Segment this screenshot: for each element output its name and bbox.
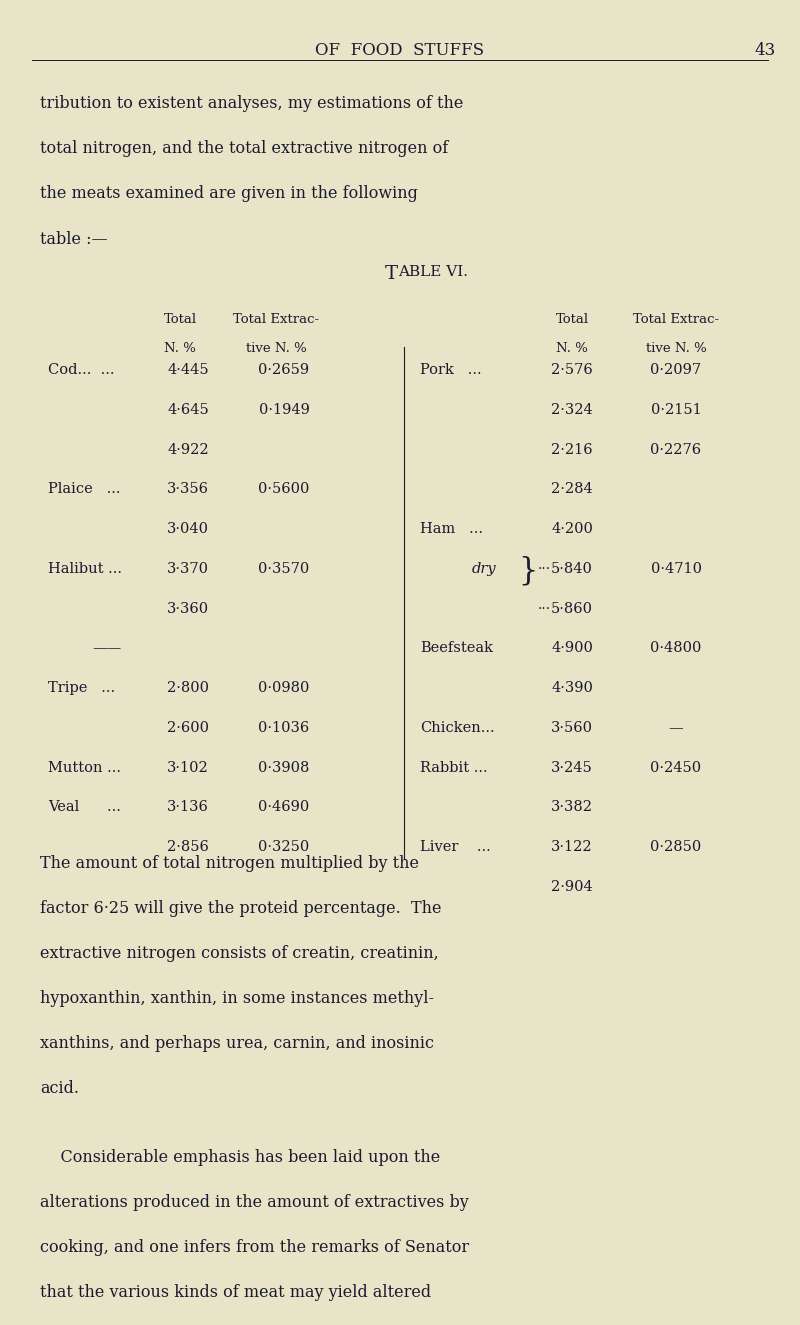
- Text: that the various kinds of meat may yield altered: that the various kinds of meat may yield…: [40, 1284, 431, 1301]
- Text: Liver    ...: Liver ...: [420, 840, 490, 855]
- Text: 5·860: 5·860: [551, 602, 593, 616]
- Text: T: T: [385, 265, 398, 284]
- Text: 0·2659: 0·2659: [258, 363, 310, 378]
- Text: total nitrogen, and the total extractive nitrogen of: total nitrogen, and the total extractive…: [40, 140, 448, 158]
- Text: 2·324: 2·324: [551, 403, 593, 417]
- Text: 3·382: 3·382: [551, 800, 593, 815]
- Text: 0·2276: 0·2276: [650, 443, 702, 457]
- Text: 3·122: 3·122: [551, 840, 593, 855]
- Text: Pork   ...: Pork ...: [420, 363, 482, 378]
- Text: 4·900: 4·900: [551, 641, 593, 656]
- Text: Mutton ...: Mutton ...: [48, 761, 121, 775]
- Text: Rabbit ...: Rabbit ...: [420, 761, 488, 775]
- Text: 2·800: 2·800: [167, 681, 209, 696]
- Text: Chicken...: Chicken...: [420, 721, 494, 735]
- Text: 0·2450: 0·2450: [650, 761, 702, 775]
- Text: 0·2850: 0·2850: [650, 840, 702, 855]
- Text: 2·904: 2·904: [551, 880, 593, 894]
- Text: dry: dry: [472, 562, 497, 576]
- Text: Beefsteak: Beefsteak: [420, 641, 493, 656]
- Text: 3·102: 3·102: [167, 761, 209, 775]
- Text: ——: ——: [92, 641, 122, 656]
- Text: cooking, and one infers from the remarks of Senator: cooking, and one infers from the remarks…: [40, 1239, 469, 1256]
- Text: 0·4710: 0·4710: [650, 562, 702, 576]
- Text: 4·200: 4·200: [551, 522, 593, 537]
- Text: ABLE VI.: ABLE VI.: [398, 265, 467, 280]
- Text: Total Extrac-: Total Extrac-: [233, 313, 319, 326]
- Text: Total: Total: [163, 313, 197, 326]
- Text: 3·040: 3·040: [167, 522, 209, 537]
- Text: alterations produced in the amount of extractives by: alterations produced in the amount of ex…: [40, 1194, 469, 1211]
- Text: tive N. %: tive N. %: [646, 342, 706, 355]
- Text: OF  FOOD  STUFFS: OF FOOD STUFFS: [315, 41, 485, 58]
- Text: The amount of total nitrogen multiplied by the: The amount of total nitrogen multiplied …: [40, 855, 419, 872]
- Text: Ham   ...: Ham ...: [420, 522, 483, 537]
- Text: 3·136: 3·136: [167, 800, 209, 815]
- Text: 0·2097: 0·2097: [650, 363, 702, 378]
- Text: 0·1036: 0·1036: [258, 721, 310, 735]
- Text: xanthins, and perhaps urea, carnin, and inosinic: xanthins, and perhaps urea, carnin, and …: [40, 1035, 434, 1052]
- Text: 2·600: 2·600: [167, 721, 209, 735]
- Text: 5·840: 5·840: [551, 562, 593, 576]
- Text: the meats examined are given in the following: the meats examined are given in the foll…: [40, 186, 418, 203]
- Text: hypoxanthin, xanthin, in some instances methyl-: hypoxanthin, xanthin, in some instances …: [40, 990, 434, 1007]
- Text: extractive nitrogen consists of creatin, creatinin,: extractive nitrogen consists of creatin,…: [40, 945, 438, 962]
- Text: 43: 43: [754, 41, 776, 58]
- Text: 4·645: 4·645: [167, 403, 209, 417]
- Text: 0·5600: 0·5600: [258, 482, 310, 497]
- Text: 0·1949: 0·1949: [258, 403, 310, 417]
- Text: N. %: N. %: [164, 342, 196, 355]
- Text: 0·2151: 0·2151: [650, 403, 702, 417]
- Text: 3·360: 3·360: [167, 602, 209, 616]
- Text: Plaice   ...: Plaice ...: [48, 482, 121, 497]
- Text: ···: ···: [538, 602, 550, 616]
- Text: factor 6·25 will give the proteid percentage.  The: factor 6·25 will give the proteid percen…: [40, 900, 442, 917]
- Text: Total: Total: [555, 313, 589, 326]
- Text: Total Extrac-: Total Extrac-: [633, 313, 719, 326]
- Text: 2·856: 2·856: [167, 840, 209, 855]
- Text: Tripe   ...: Tripe ...: [48, 681, 115, 696]
- Text: 3·370: 3·370: [167, 562, 209, 576]
- Text: }: }: [518, 555, 538, 586]
- Text: tribution to existent analyses, my estimations of the: tribution to existent analyses, my estim…: [40, 95, 463, 113]
- Text: Cod...  ...: Cod... ...: [48, 363, 114, 378]
- Text: acid.: acid.: [40, 1080, 79, 1097]
- Text: ···: ···: [538, 562, 550, 576]
- Text: 4·390: 4·390: [551, 681, 593, 696]
- Text: 2·576: 2·576: [551, 363, 593, 378]
- Text: 0·0980: 0·0980: [258, 681, 310, 696]
- Text: Halibut ...: Halibut ...: [48, 562, 122, 576]
- Text: 2·284: 2·284: [551, 482, 593, 497]
- Text: 4·922: 4·922: [167, 443, 209, 457]
- Text: 0·4800: 0·4800: [650, 641, 702, 656]
- Text: N. %: N. %: [556, 342, 588, 355]
- Text: 3·560: 3·560: [551, 721, 593, 735]
- Text: 0·3908: 0·3908: [258, 761, 310, 775]
- Text: 0·3250: 0·3250: [258, 840, 310, 855]
- Text: 2·216: 2·216: [551, 443, 593, 457]
- Text: Considerable emphasis has been laid upon the: Considerable emphasis has been laid upon…: [40, 1149, 440, 1166]
- Text: 0·4690: 0·4690: [258, 800, 310, 815]
- Text: tive N. %: tive N. %: [246, 342, 306, 355]
- Text: 3·245: 3·245: [551, 761, 593, 775]
- Text: 3·356: 3·356: [167, 482, 209, 497]
- Text: —: —: [669, 721, 683, 735]
- Text: table :—: table :—: [40, 231, 108, 248]
- Text: 0·3570: 0·3570: [258, 562, 310, 576]
- Text: 4·445: 4·445: [167, 363, 209, 378]
- Text: Veal      ...: Veal ...: [48, 800, 121, 815]
